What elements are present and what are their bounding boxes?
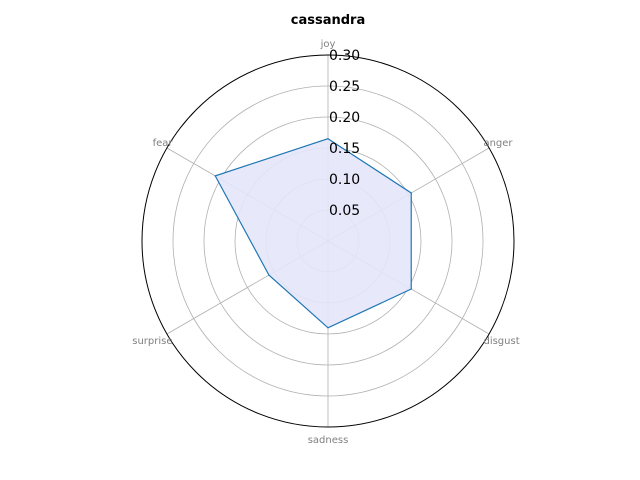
data-point-joy (327, 138, 329, 140)
data-point-fear (214, 175, 216, 177)
polar-frame (141, 54, 515, 428)
data-point-anger (410, 192, 412, 194)
r-tick-label: 0.20 (329, 110, 360, 126)
category-label-joy: joy (320, 39, 336, 50)
r-tick-label: 0.25 (329, 79, 360, 95)
category-label-anger: anger (483, 138, 513, 149)
data-point-surprise (268, 274, 270, 276)
category-label-fear: fear (153, 138, 174, 149)
chart-title: cassandra (291, 13, 365, 28)
r-tick-label: 0.05 (329, 203, 360, 219)
grid-circle (172, 85, 484, 397)
data-point-sadness (327, 327, 329, 329)
category-label-sadness: sadness (308, 435, 349, 446)
grid-circle (203, 116, 453, 366)
r-tick-label: 0.30 (329, 48, 360, 64)
radar-series (214, 138, 412, 329)
r-tick-label: 0.15 (329, 141, 360, 157)
series-area (215, 138, 412, 328)
category-label-surprise: surprise (132, 336, 172, 347)
category-label-disgust: disgust (483, 336, 519, 347)
data-point-disgust (410, 288, 412, 290)
r-tick-label: 0.10 (329, 172, 360, 188)
